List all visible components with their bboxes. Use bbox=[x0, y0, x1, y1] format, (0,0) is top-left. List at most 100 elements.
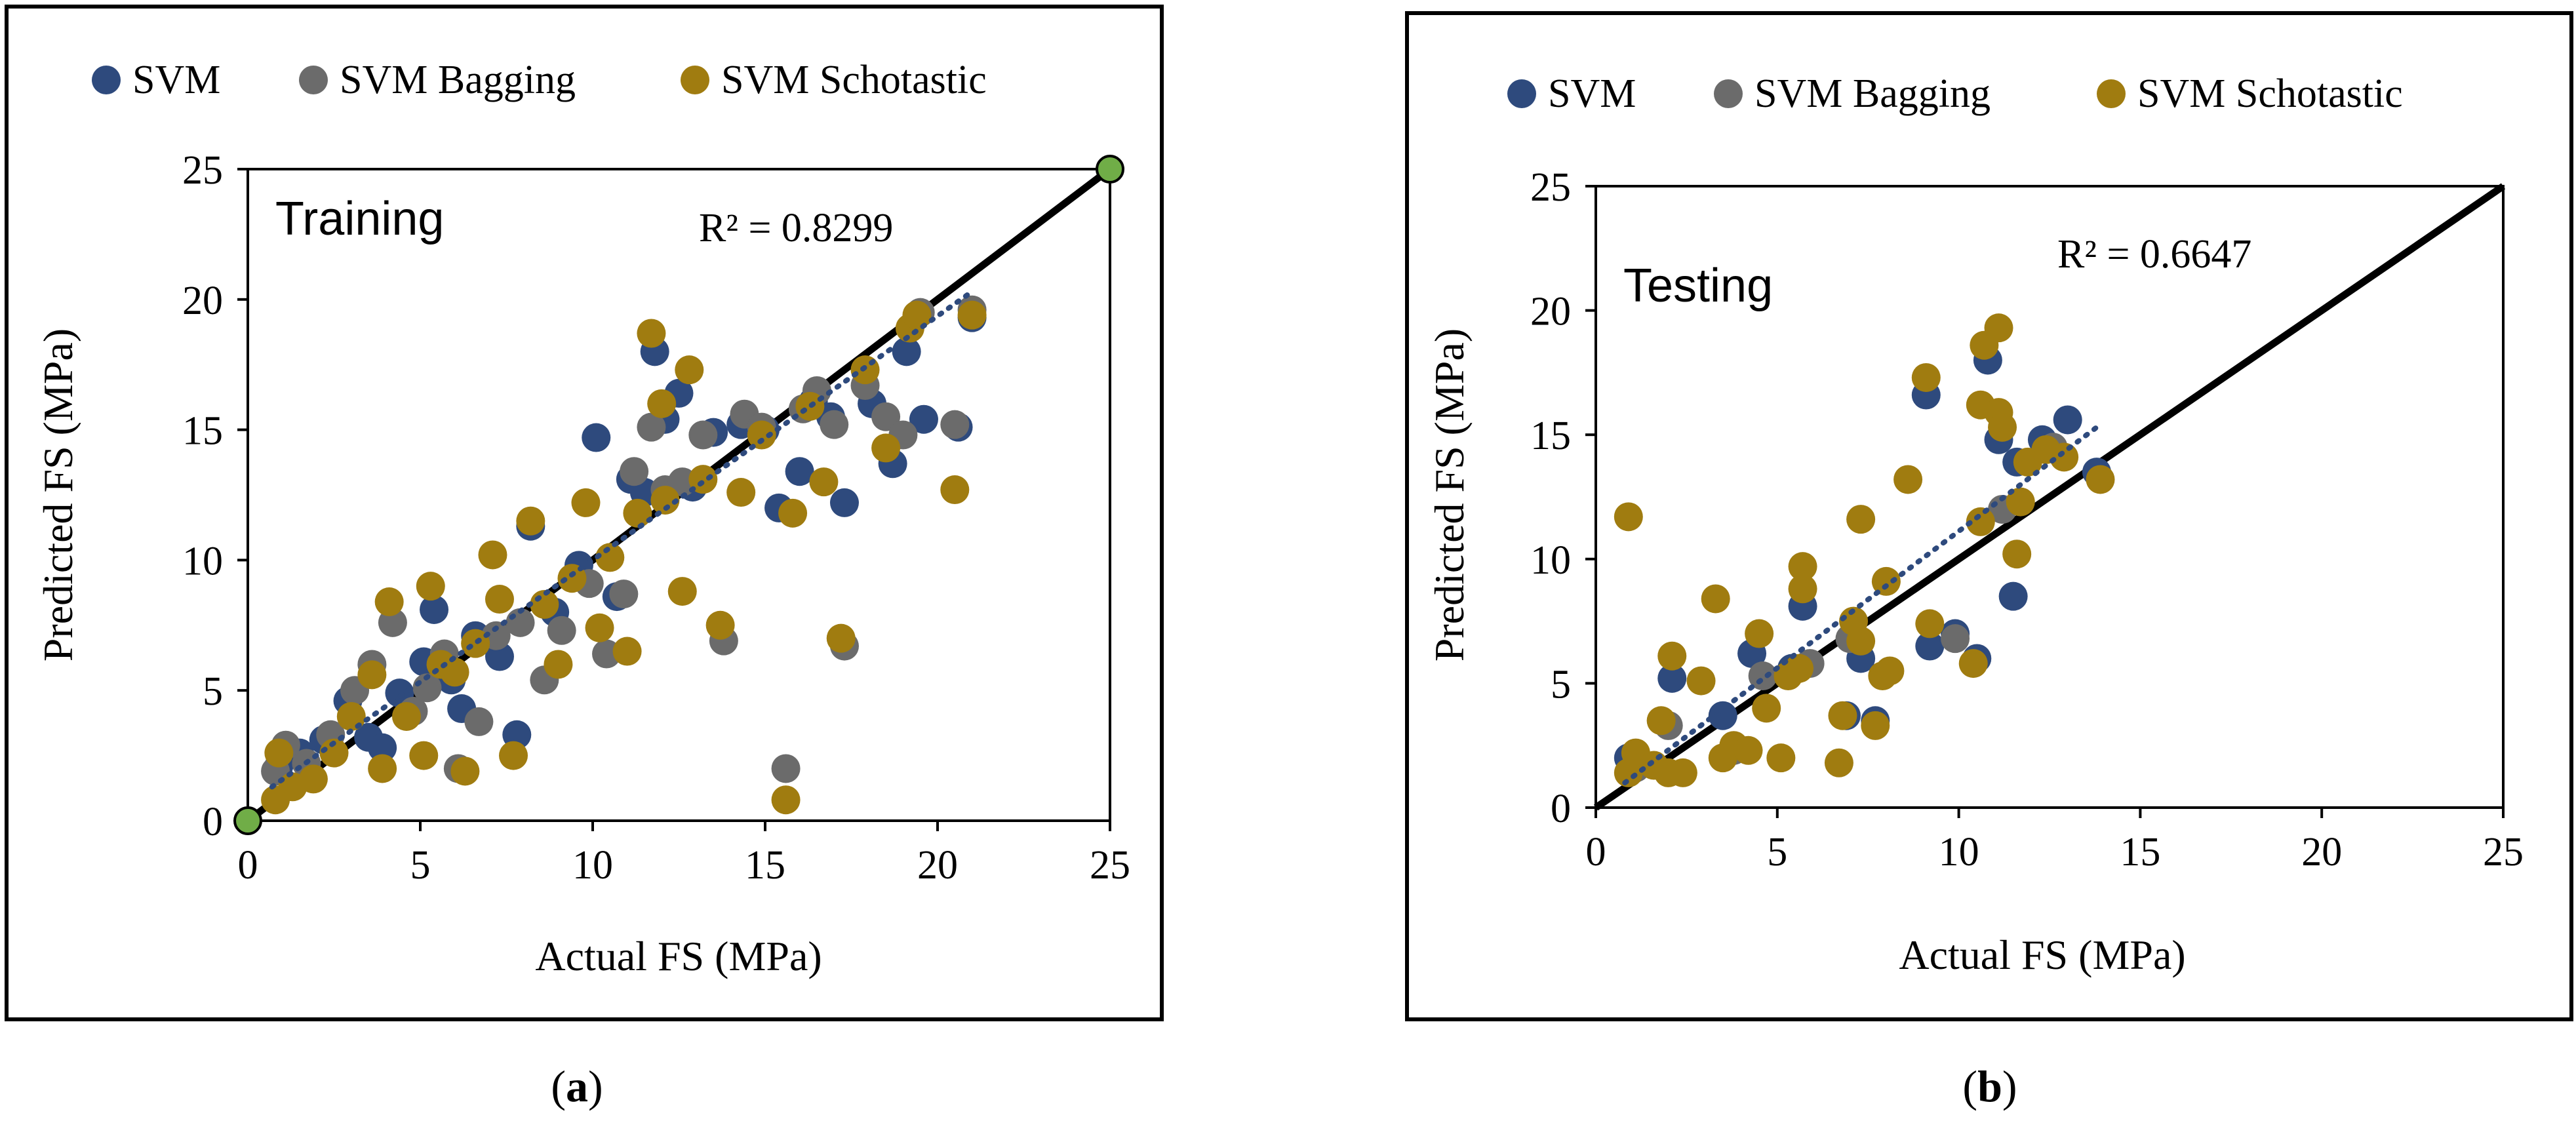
svm-stochastic-point bbox=[374, 587, 404, 617]
svm-stochastic-point bbox=[544, 650, 573, 679]
svm-point bbox=[1915, 631, 1945, 661]
svm-stochastic-point bbox=[688, 465, 718, 494]
svm-point bbox=[368, 733, 397, 762]
svm-stochastic-point bbox=[416, 572, 445, 601]
x-tick-label: 15 bbox=[2120, 830, 2160, 874]
svm-bagging-point bbox=[620, 457, 649, 486]
svm-stochastic-point bbox=[1893, 465, 1923, 494]
x-tick-label: 25 bbox=[2483, 830, 2524, 874]
svm-stochastic-point bbox=[319, 738, 349, 768]
svm-stochastic-point bbox=[771, 785, 801, 815]
legend-marker-svm-bagging bbox=[299, 66, 328, 94]
x-tick-label: 10 bbox=[1939, 830, 1979, 874]
svm-stochastic-point bbox=[871, 433, 901, 463]
y-tick-label: 0 bbox=[1551, 787, 1571, 831]
legend-marker-svm-stochastic bbox=[2097, 79, 2126, 108]
dataset-annotation: Testing bbox=[1623, 260, 1773, 312]
svm-point bbox=[582, 423, 611, 452]
svm-point bbox=[2053, 405, 2082, 435]
svm-stochastic-point bbox=[571, 488, 601, 517]
svm-stochastic-point bbox=[440, 657, 469, 687]
svm-stochastic-point bbox=[1875, 656, 1905, 686]
legend-label-svm-bagging: SVM Bagging bbox=[1754, 71, 1991, 116]
y-tick-label: 5 bbox=[1551, 662, 1571, 707]
svm-point bbox=[909, 404, 938, 434]
svm-stochastic-point bbox=[1984, 313, 2013, 343]
svm-stochastic-point bbox=[1686, 666, 1716, 696]
svm-point bbox=[1998, 581, 2028, 611]
svm-stochastic-point bbox=[747, 420, 776, 450]
svm-stochastic-point bbox=[2086, 465, 2115, 494]
svm-stochastic-point bbox=[826, 623, 856, 653]
svm-bagging-point bbox=[637, 412, 666, 442]
svm-stochastic-point bbox=[1824, 748, 1853, 777]
y-tick-label: 25 bbox=[1530, 165, 1571, 210]
svm-bagging-point bbox=[820, 410, 849, 439]
svm-bagging-point bbox=[688, 420, 718, 450]
y-tick-label: 15 bbox=[1530, 414, 1571, 458]
legend-label-svm: SVM bbox=[1548, 71, 1636, 116]
svm-stochastic-point bbox=[1745, 619, 1774, 648]
svm-stochastic-point bbox=[1734, 736, 1763, 765]
r-squared-label: R² = 0.6647 bbox=[2057, 232, 2251, 277]
x-axis-label: Actual FS (MPa) bbox=[535, 933, 822, 979]
y-axis-label: Predicted FS (MPa) bbox=[35, 328, 81, 661]
svm-stochastic-point bbox=[461, 629, 490, 658]
trendline bbox=[269, 288, 975, 790]
x-axis-label: Actual FS (MPa) bbox=[1899, 932, 2185, 978]
legend-label-svm-bagging: SVM Bagging bbox=[340, 58, 576, 102]
svm-stochastic-point bbox=[298, 764, 328, 794]
svm-stochastic-point bbox=[940, 475, 970, 505]
x-tick-label: 20 bbox=[917, 843, 958, 888]
svm-stochastic-point bbox=[1861, 711, 1890, 740]
panel-a: 0 5 10 15 20 25 0 5 10 15 20 25 SVM SVM Bagging SVM Sc… bbox=[35, 58, 1130, 1111]
legend-marker-svm-bagging bbox=[1714, 79, 1743, 108]
plot-area-a bbox=[247, 168, 1111, 822]
y-tick-label: 5 bbox=[203, 669, 223, 714]
svm-point bbox=[1708, 701, 1737, 730]
dataset-annotation: Training bbox=[275, 193, 444, 245]
svm-stochastic-point bbox=[1752, 694, 1781, 723]
svm-stochastic-point bbox=[485, 585, 514, 614]
svm-stochastic-point bbox=[1846, 626, 1876, 656]
svm-stochastic-point bbox=[1668, 758, 1697, 787]
svm-point bbox=[420, 595, 449, 624]
y-tick-label: 20 bbox=[182, 279, 223, 323]
svm-stochastic-point bbox=[499, 741, 528, 770]
svm-bagging-point bbox=[609, 579, 639, 609]
y-tick-label: 25 bbox=[182, 148, 223, 193]
svm-bagging-point bbox=[1941, 624, 1970, 654]
svm-stochastic-point bbox=[595, 543, 625, 572]
svm-stochastic-point bbox=[612, 637, 642, 666]
svm-bagging-point bbox=[940, 410, 970, 439]
y-tick-label: 15 bbox=[182, 409, 223, 454]
y-tick-label: 10 bbox=[182, 539, 223, 583]
svm-stochastic-point bbox=[1657, 641, 1687, 671]
svm-stochastic-point bbox=[637, 319, 666, 348]
x-tick-label: 0 bbox=[238, 843, 258, 888]
svm-stochastic-point bbox=[675, 355, 704, 385]
svm-stochastic-point bbox=[2050, 442, 2079, 472]
svm-stochastic-point bbox=[650, 485, 680, 515]
x-tick-label: 5 bbox=[1767, 830, 1787, 874]
svm-stochastic-point bbox=[623, 498, 652, 528]
svm-bagging-point bbox=[871, 402, 901, 431]
svm-stochastic-point bbox=[1871, 566, 1901, 596]
svm-stochastic-point bbox=[1966, 507, 1995, 536]
legend-label-svm-stochastic: SVM Schotastic bbox=[721, 58, 987, 102]
svm-stochastic-point bbox=[516, 506, 545, 536]
svm-stochastic-point bbox=[1785, 654, 1814, 683]
legend-marker-svm bbox=[92, 66, 121, 94]
svm-point bbox=[1657, 663, 1687, 693]
svm-bagging-point bbox=[547, 616, 576, 645]
x-tick-label: 25 bbox=[1090, 843, 1130, 888]
svm-stochastic-point bbox=[1701, 584, 1730, 614]
svm-point bbox=[785, 457, 814, 486]
svm-bagging-point bbox=[1748, 661, 1777, 691]
x-tick-label: 15 bbox=[745, 843, 785, 888]
legend-label-svm-stochastic: SVM Schotastic bbox=[2137, 71, 2403, 116]
x-tick-label: 20 bbox=[2301, 830, 2342, 874]
svm-stochastic-point bbox=[1988, 412, 2017, 442]
svm-stochastic-point bbox=[1915, 609, 1945, 638]
svm-stochastic-point bbox=[450, 756, 480, 786]
